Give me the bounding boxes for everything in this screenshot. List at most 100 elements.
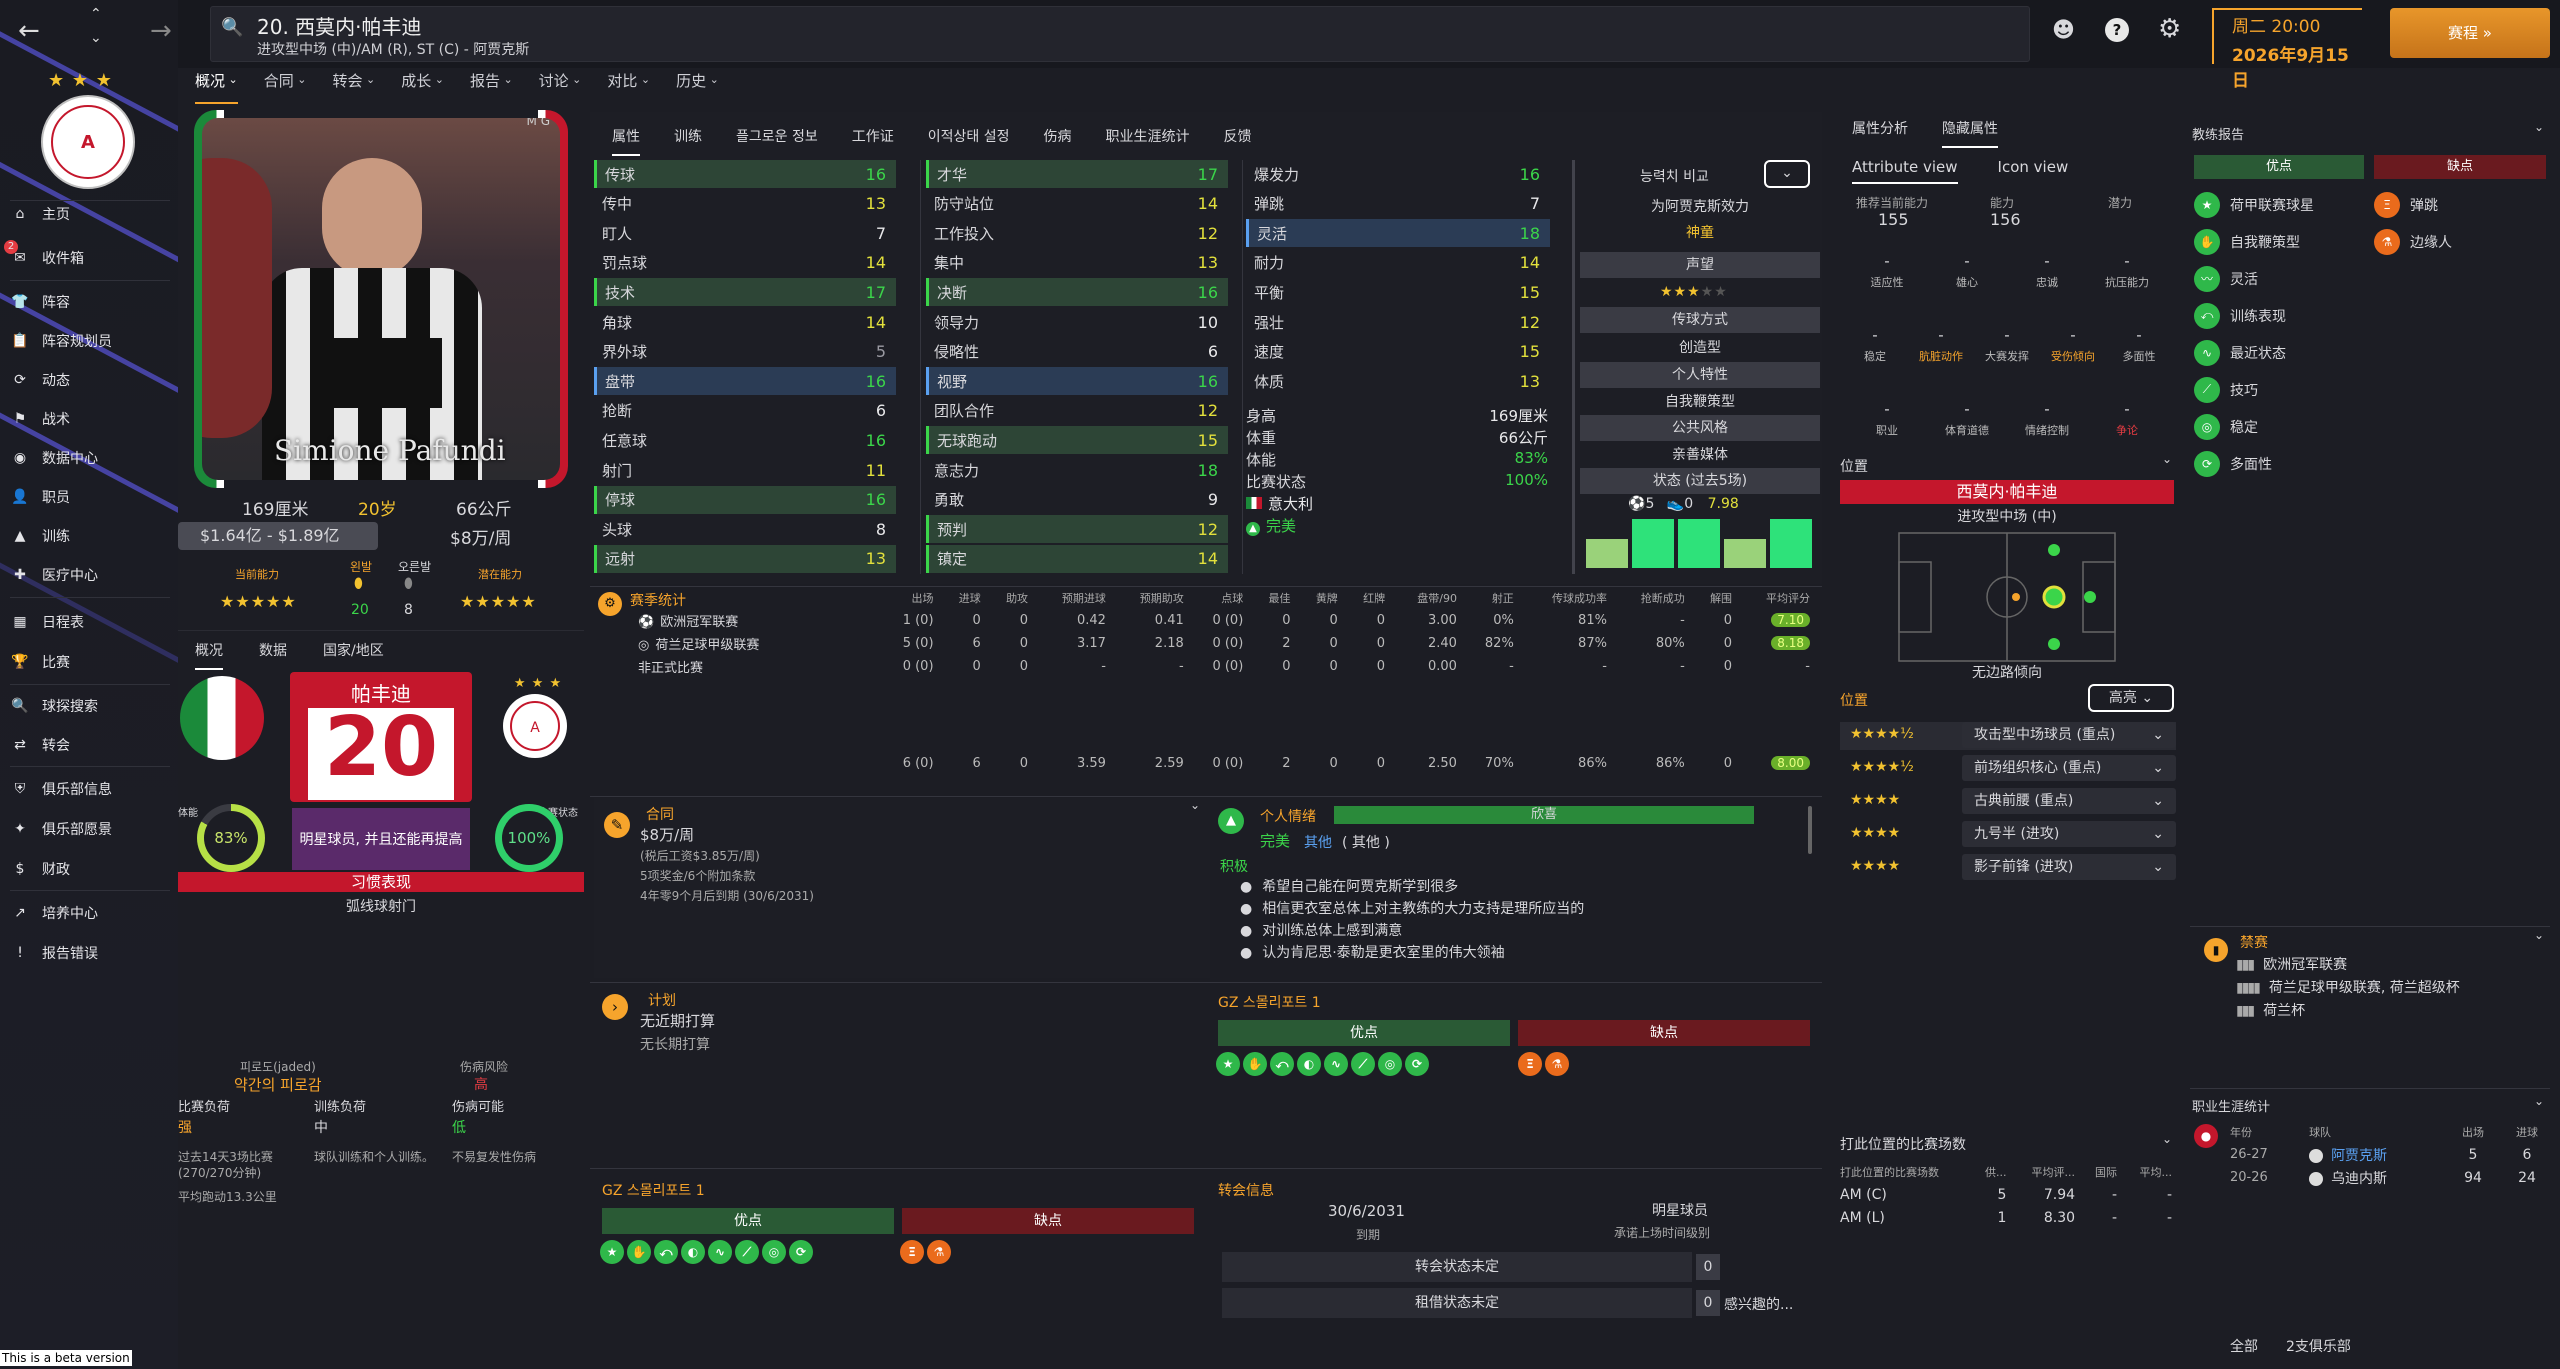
tab-training[interactable]: 训练 [674, 129, 702, 145]
sidebar-item-schedule[interactable]: ▦ 日程表 [10, 608, 170, 636]
plan-title[interactable]: 计划 [648, 993, 676, 1009]
feelings-title[interactable]: 个人情绪 [1260, 809, 1316, 825]
tab-injuries[interactable]: 伤病 [1043, 129, 1072, 145]
tab-transfer[interactable]: 转会 [332, 70, 375, 104]
gear-icon[interactable]: ⚙ [2158, 14, 2182, 44]
tab-discuss[interactable]: 讨论 [539, 70, 582, 104]
role-dropdown[interactable]: 九号半 (进攻) ⌄ [1962, 821, 2176, 847]
table-row[interactable]: 20-26 乌迪内斯 94 24 [2224, 1166, 2554, 1189]
main-tabs: 概况 合同 转会 成长 报告 讨论 对比 历史 [195, 70, 719, 104]
italy-flag-icon[interactable] [180, 676, 264, 760]
history-down-button[interactable]: ⌄ [90, 30, 102, 46]
compare-dropdown[interactable]: ⌄ [1764, 160, 1810, 188]
tab-contract[interactable]: 合同 [264, 70, 307, 104]
search-bar[interactable]: 🔍 20. 西莫内·帕丰迪 进攻型中场 (中)/AM (R), ST (C) -… [210, 6, 2030, 62]
history-up-button[interactable]: ⌃ [90, 6, 102, 22]
sidebar-item-club-info[interactable]: ⛨ 俱乐部信息 [10, 775, 170, 803]
sidebar-item-staff[interactable]: 👤 职员 [11, 489, 70, 506]
info-label: 比赛状态 [1246, 473, 1307, 491]
strength-icon: ⟳ [1405, 1052, 1429, 1076]
report-bottom-title[interactable]: GZ 스몰리포트 1 [602, 1183, 705, 1199]
tab-transfer-status[interactable]: 이적상태 설정 [927, 129, 1010, 145]
season-stats-title[interactable]: 赛季统计 [630, 593, 686, 609]
club-crest-icon[interactable]: ★ ★ ★ A [500, 676, 576, 766]
coach-report-collapse[interactable]: ⌄ [2534, 120, 2545, 134]
table-row[interactable]: AM (L) 1 8.30 - - [1834, 1206, 2178, 1229]
position-list-title[interactable]: 位置 [1840, 693, 1868, 709]
tab-history[interactable]: 历史 [676, 70, 719, 104]
sidebar-item-tactics[interactable]: ⚑ 战术 [10, 405, 170, 433]
tab-work-permit[interactable]: 工作证 [851, 129, 894, 145]
tab-homegrown[interactable]: 플그로운 정보 [736, 129, 818, 145]
table-row[interactable]: ◎ 荷兰足球甲级联赛 5 (0) 6 0 3.17 2.18 0 (0) 2 0 0 2.40 82% 8… [620, 632, 1816, 655]
transfer-title[interactable]: 转会信息 [1218, 1183, 1274, 1199]
tab-attr-analysis[interactable]: 属性分析 [1852, 121, 1908, 137]
back-button[interactable]: ← [18, 16, 40, 46]
sidebar-item-transfers[interactable]: ⇄ 转会 [10, 731, 170, 759]
tab-hidden-attrs[interactable]: 隐藏属性 [1942, 118, 1998, 148]
role-row[interactable]: ★★★★½ 前场组织核心 (重点) ⌄ [1840, 755, 2176, 783]
continue-button[interactable]: 赛程 » [2390, 8, 2550, 58]
sidebar-item-data-hub[interactable]: ◉ 数据中心 [10, 444, 170, 472]
role-row[interactable]: ★★★★ 九号半 (进攻) ⌄ [1840, 821, 2176, 849]
feelings-scrollbar[interactable] [1808, 806, 1812, 854]
matches-collapse[interactable]: ⌄ [2162, 1132, 2173, 1146]
club-logo[interactable]: ★ ★ ★ A [28, 70, 138, 190]
table-row[interactable]: 26-27 阿贾克斯 5 6 [2224, 1143, 2554, 1166]
help-icon[interactable]: ? [2105, 18, 2129, 42]
tab-nation[interactable]: 国家/地区 [323, 643, 384, 659]
sidebar-item-scouting[interactable]: 🔍 球探搜索 [11, 698, 98, 715]
role-row[interactable]: ★★★★½ 攻击型中场球员 (重点) ⌄ [1840, 722, 2176, 750]
tab-overview[interactable]: 概况 [195, 70, 238, 104]
club-name[interactable]: 乌迪内斯 [2331, 1170, 2388, 1187]
sidebar-item-home[interactable]: ⌂ 主页 [10, 200, 170, 228]
tab-attributes[interactable]: 属性 [612, 126, 640, 156]
tab-overview-sub[interactable]: 概况 [195, 640, 223, 670]
interest-label[interactable]: 感兴趣的... [1724, 1297, 1794, 1313]
sidebar-item-inbox[interactable]: ✉ 收件箱 2 [4, 240, 170, 272]
role-dropdown[interactable]: 影子前锋 (进攻) ⌄ [1962, 854, 2176, 880]
club-name[interactable]: 阿贾克斯 [2331, 1147, 2388, 1164]
sidebar-item-report-bug[interactable]: ! 报告错误 [10, 939, 170, 967]
sidebar-item-dynamics[interactable]: ⟳ 动态 [10, 366, 170, 394]
sidebar-item-competitions[interactable]: 🏆 比赛 [11, 654, 70, 671]
position-collapse[interactable]: ⌄ [2162, 452, 2173, 466]
table-row[interactable]: ⚽ 欧洲冠军联赛 1 (0) 0 0 0.42 0.41 0 (0) 0 0 0 3.00 0% 81% -… [620, 609, 1816, 632]
tab-icon-view[interactable]: Icon view [1997, 158, 2069, 176]
sidebar-item-squad[interactable]: 👕 阵容 [11, 294, 70, 311]
report-mid-title[interactable]: GZ 스몰리포트 1 [1218, 995, 1321, 1011]
contract-title[interactable]: 合同 [646, 807, 674, 823]
role-row[interactable]: ★★★★ 古典前腰 (重点) ⌄ [1840, 788, 2176, 816]
table-row[interactable]: 非正式比赛 0 (0) 0 0 - - 0 (0) 0 0 0 0.00 - - - 0 - [620, 655, 1816, 678]
ban-bars-icon: ▮▮▮▮ [2236, 980, 2261, 996]
hidden-dash: - [1872, 326, 1878, 344]
role-row[interactable]: ★★★★ 影子前锋 (进攻) ⌄ [1840, 854, 2176, 882]
sidebar-item-squad-planner[interactable]: 📋 阵容规划员 [11, 333, 112, 350]
tab-compare[interactable]: 对比 [607, 70, 650, 104]
sidebar-item-dev-centre[interactable]: ↗ 培养中心 [10, 899, 170, 927]
tab-reports[interactable]: 报告 [470, 70, 513, 104]
career-collapse[interactable]: ⌄ [2534, 1094, 2545, 1108]
highlight-dropdown[interactable]: 高亮 ⌄ [2088, 684, 2174, 712]
tab-feedback[interactable]: 反馈 [1223, 129, 1252, 145]
sidebar-item-training[interactable]: ▲ 训练 [10, 522, 170, 550]
ai-icon[interactable]: ☻ [2052, 18, 2075, 43]
career-all[interactable]: 全部 [2230, 1339, 2258, 1355]
tab-attribute-view[interactable]: Attribute view [1852, 158, 1958, 184]
sidebar-item-club-vision[interactable]: ✦ 俱乐部愿景 [10, 815, 170, 843]
attribute-name: 射门 [602, 461, 633, 480]
role-dropdown[interactable]: 前场组织核心 (重点) ⌄ [1962, 755, 2176, 781]
sidebar-item-finances[interactable]: $ 财政 [10, 855, 170, 883]
role-dropdown[interactable]: 古典前腰 (重点) ⌄ [1962, 788, 2176, 814]
forward-button[interactable]: → [150, 16, 172, 46]
tab-development[interactable]: 成长 [401, 70, 444, 104]
tab-career-stats[interactable]: 职业生涯统计 [1105, 129, 1190, 145]
attribute-value: 14 [865, 253, 886, 273]
ban-collapse[interactable]: ⌄ [2534, 928, 2545, 942]
contract-collapse[interactable]: ⌄ [1190, 798, 1201, 812]
table-row[interactable]: AM (C) 5 7.94 - - [1834, 1183, 2178, 1206]
role-dropdown[interactable]: 攻击型中场球员 (重点) ⌄ [1962, 722, 2176, 748]
tab-data[interactable]: 数据 [259, 643, 287, 659]
sidebar-item-medical[interactable]: ✚ 医疗中心 [10, 561, 170, 589]
strength-icon: ◎ [2194, 413, 2220, 440]
